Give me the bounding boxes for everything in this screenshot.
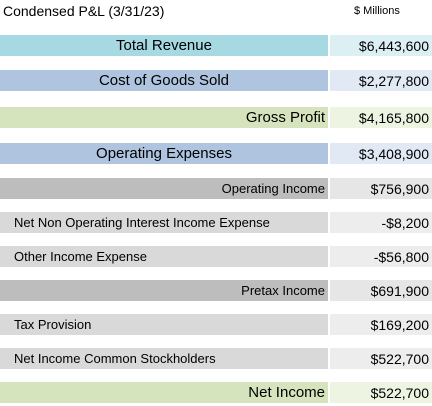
value-net-income-common-stockholders: $522,700 xyxy=(330,348,432,369)
label-cost-of-goods-sold: Cost of Goods Sold xyxy=(0,70,328,91)
divider xyxy=(328,382,330,403)
label-other-income-expense: Other Income Expense xyxy=(0,246,328,267)
row-pretax-income: Pretax Income $691,900 xyxy=(0,280,432,301)
units-label: $ Millions xyxy=(354,5,400,17)
row-gross-profit: Gross Profit $4,165,800 xyxy=(0,107,432,128)
row-other-income-expense: Other Income Expense -$56,800 xyxy=(0,246,432,267)
divider xyxy=(328,246,330,267)
row-net-income-common-stockholders: Net Income Common Stockholders $522,700 xyxy=(0,348,432,369)
value-operating-income: $756,900 xyxy=(330,178,432,199)
value-pretax-income: $691,900 xyxy=(330,280,432,301)
row-net-non-operating-interest: Net Non Operating Interest Income Expens… xyxy=(0,212,432,233)
label-net-income: Net Income xyxy=(0,382,328,403)
value-cost-of-goods-sold: $2,277,800 xyxy=(330,70,432,91)
divider xyxy=(328,178,330,199)
divider xyxy=(328,212,330,233)
value-net-non-operating-interest: -$8,200 xyxy=(330,212,432,233)
divider xyxy=(328,107,330,128)
divider xyxy=(328,280,330,301)
value-net-income: $522,700 xyxy=(330,382,432,403)
row-total-revenue: Total Revenue $6,443,600 xyxy=(0,35,432,56)
row-operating-income: Operating Income $756,900 xyxy=(0,178,432,199)
value-tax-provision: $169,200 xyxy=(330,314,432,335)
row-operating-expenses: Operating Expenses $3,408,900 xyxy=(0,143,432,164)
divider xyxy=(328,348,330,369)
label-operating-expenses: Operating Expenses xyxy=(0,143,328,164)
label-pretax-income: Pretax Income xyxy=(0,280,328,301)
label-tax-provision: Tax Provision xyxy=(0,314,328,335)
label-total-revenue: Total Revenue xyxy=(0,35,328,56)
divider xyxy=(328,143,330,164)
row-net-income: Net Income $522,700 xyxy=(0,382,432,403)
value-other-income-expense: -$56,800 xyxy=(330,246,432,267)
value-operating-expenses: $3,408,900 xyxy=(330,143,432,164)
divider xyxy=(328,70,330,91)
report-title: Condensed P&L (3/31/23) xyxy=(3,3,165,19)
label-net-non-operating-interest: Net Non Operating Interest Income Expens… xyxy=(0,212,328,233)
value-total-revenue: $6,443,600 xyxy=(330,35,432,56)
label-operating-income: Operating Income xyxy=(0,178,328,199)
row-cost-of-goods-sold: Cost of Goods Sold $2,277,800 xyxy=(0,70,432,91)
row-tax-provision: Tax Provision $169,200 xyxy=(0,314,432,335)
label-gross-profit: Gross Profit xyxy=(0,107,328,128)
divider xyxy=(328,35,330,56)
divider xyxy=(328,314,330,335)
label-net-income-common-stockholders: Net Income Common Stockholders xyxy=(0,348,328,369)
value-gross-profit: $4,165,800 xyxy=(330,107,432,128)
